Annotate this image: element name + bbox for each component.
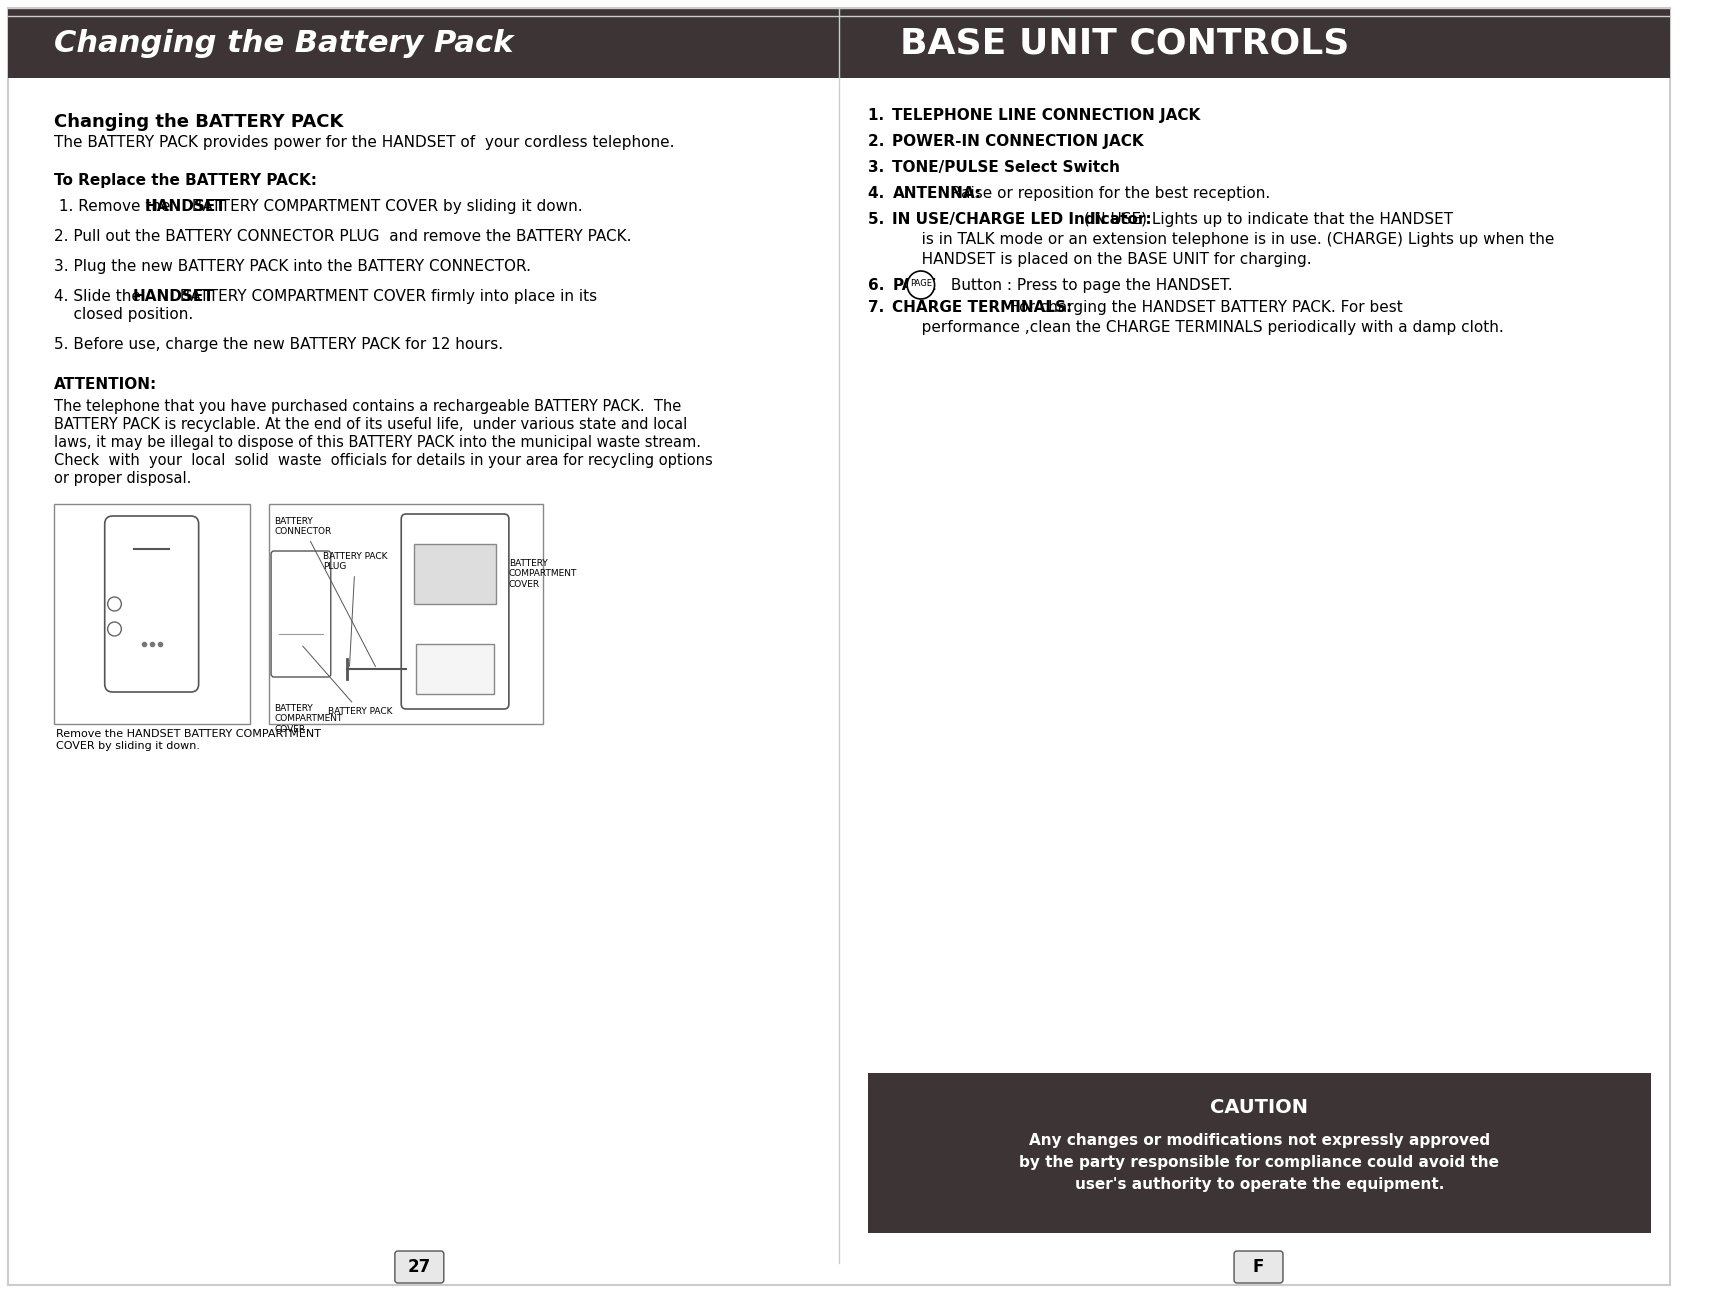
Circle shape (108, 622, 122, 636)
Text: closed position.: closed position. (53, 306, 194, 322)
FancyBboxPatch shape (417, 644, 494, 694)
Text: The BATTERY PACK provides power for the HANDSET of  your cordless telephone.: The BATTERY PACK provides power for the … (53, 134, 674, 150)
FancyBboxPatch shape (269, 504, 543, 724)
Text: HANDSET is placed on the BASE UNIT for charging.: HANDSET is placed on the BASE UNIT for c… (907, 252, 1311, 266)
Text: 27: 27 (408, 1258, 430, 1276)
Circle shape (108, 597, 122, 612)
Text: HANDSET: HANDSET (144, 199, 226, 215)
FancyBboxPatch shape (271, 551, 331, 678)
FancyBboxPatch shape (867, 1073, 1651, 1234)
Circle shape (907, 272, 934, 299)
Text: BASE UNIT CONTROLS: BASE UNIT CONTROLS (900, 26, 1349, 59)
FancyBboxPatch shape (9, 8, 1669, 1285)
Text: laws, it may be illegal to dispose of this BATTERY PACK into the municipal waste: laws, it may be illegal to dispose of th… (53, 434, 701, 450)
FancyBboxPatch shape (394, 1252, 444, 1283)
Text: Raise or reposition for the best reception.: Raise or reposition for the best recepti… (944, 186, 1270, 200)
Text: 1.: 1. (867, 109, 890, 123)
Text: 3.: 3. (867, 160, 890, 175)
FancyBboxPatch shape (413, 544, 495, 604)
Text: CAUTION: CAUTION (1210, 1098, 1308, 1117)
Text: Changing the Battery Pack: Changing the Battery Pack (53, 28, 512, 57)
FancyBboxPatch shape (401, 515, 509, 709)
Text: ANTENNA:: ANTENNA: (891, 186, 980, 200)
Text: Remove the HANDSET BATTERY COMPARTMENT
COVER by sliding it down.: Remove the HANDSET BATTERY COMPARTMENT C… (57, 729, 321, 751)
Text: BATTERY COMPARTMENT COVER by sliding it down.: BATTERY COMPARTMENT COVER by sliding it … (187, 199, 583, 215)
Text: BATTERY COMPARTMENT COVER firmly into place in its: BATTERY COMPARTMENT COVER firmly into pl… (175, 290, 596, 304)
Text: To Replace the BATTERY PACK:: To Replace the BATTERY PACK: (53, 173, 317, 187)
Text: PAGE: PAGE (910, 279, 931, 288)
Text: POWER-IN CONNECTION JACK: POWER-IN CONNECTION JACK (891, 134, 1143, 149)
Text: BATTERY
CONNECTOR: BATTERY CONNECTOR (274, 517, 375, 666)
Text: Button : Press to page the HANDSET.: Button : Press to page the HANDSET. (946, 278, 1232, 294)
Text: (IN USE) Lights up to indicate that the HANDSET: (IN USE) Lights up to indicate that the … (1078, 212, 1452, 228)
Text: 2.: 2. (867, 134, 890, 149)
Text: 2. Pull out the BATTERY CONNECTOR PLUG  and remove the BATTERY PACK.: 2. Pull out the BATTERY CONNECTOR PLUG a… (53, 229, 631, 244)
Text: TELEPHONE LINE CONNECTION JACK: TELEPHONE LINE CONNECTION JACK (891, 109, 1200, 123)
Text: is in TALK mode or an extension telephone is in use. (CHARGE) Lights up when the: is in TALK mode or an extension telephon… (907, 231, 1553, 247)
Text: 5. Before use, charge the new BATTERY PACK for 12 hours.: 5. Before use, charge the new BATTERY PA… (53, 337, 502, 352)
Text: TONE/PULSE Select Switch: TONE/PULSE Select Switch (891, 160, 1119, 175)
FancyBboxPatch shape (9, 8, 1669, 78)
Text: Changing the BATTERY PACK: Changing the BATTERY PACK (53, 112, 343, 131)
Text: or proper disposal.: or proper disposal. (53, 471, 190, 486)
Text: 7.: 7. (867, 300, 890, 315)
Text: user's authority to operate the equipment.: user's authority to operate the equipmen… (1075, 1177, 1443, 1192)
Text: BATTERY PACK is recyclable. At the end of its useful life,  under various state : BATTERY PACK is recyclable. At the end o… (53, 418, 687, 432)
FancyBboxPatch shape (53, 504, 250, 724)
Text: ATTENTION:: ATTENTION: (53, 378, 158, 392)
Text: 4. Slide the: 4. Slide the (53, 290, 146, 304)
Text: 4.: 4. (867, 186, 890, 200)
Text: 5.: 5. (867, 212, 890, 228)
Text: IN USE/CHARGE LED Indicator:: IN USE/CHARGE LED Indicator: (891, 212, 1152, 228)
Text: F: F (1253, 1258, 1263, 1276)
Text: HANDSET: HANDSET (132, 290, 214, 304)
Text: 1. Remove the: 1. Remove the (53, 199, 175, 215)
Text: Any changes or modifications not expressly approved: Any changes or modifications not express… (1028, 1133, 1489, 1148)
Text: CHARGE TERMINALS:: CHARGE TERMINALS: (891, 300, 1073, 315)
Text: PAGE: PAGE (891, 278, 936, 294)
Text: by the party responsible for compliance could avoid the: by the party responsible for compliance … (1018, 1155, 1498, 1170)
Text: BATTERY PACK
PLUG: BATTERY PACK PLUG (322, 552, 387, 666)
Text: BATTERY
COMPARTMENT
COVER: BATTERY COMPARTMENT COVER (274, 703, 343, 734)
Text: performance ,clean the CHARGE TERMINALS periodically with a damp cloth.: performance ,clean the CHARGE TERMINALS … (907, 319, 1503, 335)
FancyBboxPatch shape (1234, 1252, 1282, 1283)
Text: BATTERY
COMPARTMENT
COVER: BATTERY COMPARTMENT COVER (509, 559, 578, 588)
Text: The telephone that you have purchased contains a rechargeable BATTERY PACK.  The: The telephone that you have purchased co… (53, 400, 680, 414)
Text: 3. Plug the new BATTERY PACK into the BATTERY CONNECTOR.: 3. Plug the new BATTERY PACK into the BA… (53, 259, 531, 274)
Text: 6.: 6. (867, 278, 890, 294)
Text: For charging the HANDSET BATTERY PACK. For best: For charging the HANDSET BATTERY PACK. F… (1004, 300, 1402, 315)
Text: BATTERY PACK: BATTERY PACK (303, 646, 393, 716)
Text: Check  with  your  local  solid  waste  officials for details in your area for r: Check with your local solid waste offici… (53, 453, 711, 468)
